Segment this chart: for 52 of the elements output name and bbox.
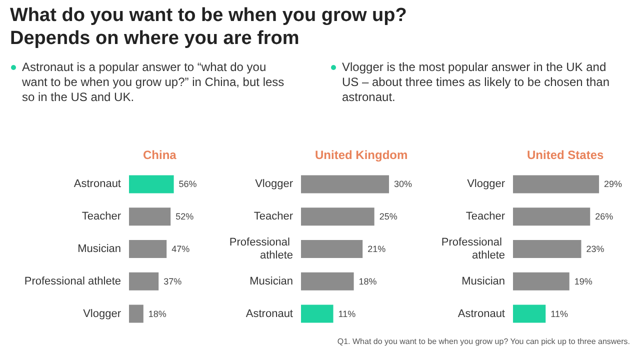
y-tick-label: Professional athlete — [229, 236, 293, 262]
bar — [301, 240, 363, 258]
data-label: 19% — [574, 276, 592, 286]
data-label: 30% — [394, 179, 412, 190]
chart-title: China — [143, 148, 177, 162]
bar — [129, 208, 171, 226]
y-tick-label: Astronaut — [458, 308, 505, 320]
bar — [301, 304, 334, 323]
y-tick-label: Astronaut — [246, 308, 293, 320]
data-label: 52% — [176, 212, 194, 222]
bar — [129, 304, 144, 323]
y-tick-label: Astronaut — [74, 178, 121, 190]
data-label: 11% — [550, 308, 568, 319]
y-tick-label: Vlogger — [467, 178, 506, 190]
data-label: 23% — [586, 244, 604, 254]
bar — [513, 175, 600, 194]
text: Vlogger is the most popular answer in the UK and US – about three times as likely to be chosen than astronaut. — [341, 60, 610, 105]
data-label: 29% — [604, 179, 622, 190]
bar — [513, 240, 582, 258]
data-label: 37% — [164, 276, 182, 286]
chart-title: United Kingdom — [315, 148, 408, 162]
data-label: 21% — [368, 244, 386, 254]
y-tick-label: Professional athlete — [24, 275, 121, 288]
data-label: 26% — [595, 212, 614, 222]
data-label: 56% — [178, 179, 197, 190]
data-label: 18% — [148, 308, 166, 319]
bar — [513, 272, 570, 290]
text: Q1. What do you want to be when you grow up? You can pick up to three answers. — [337, 337, 630, 346]
y-tick-label: Musician — [462, 275, 505, 288]
bar — [301, 175, 389, 194]
y-tick-label: Vlogger — [255, 178, 294, 190]
bar — [129, 175, 174, 194]
bar — [129, 240, 167, 258]
data-label: 25% — [379, 212, 398, 222]
bar — [301, 272, 354, 290]
data-label: 11% — [338, 308, 356, 319]
y-tick-label: Teacher — [82, 210, 122, 223]
chart-title: United States — [527, 148, 604, 162]
y-tick-label: Teacher — [466, 210, 506, 223]
bar — [301, 208, 374, 226]
y-tick-label: Vlogger — [83, 308, 122, 320]
bar — [513, 304, 546, 323]
data-label: 18% — [358, 276, 377, 286]
y-tick-label: Professional athlete — [441, 236, 505, 262]
y-tick-label: Teacher — [254, 210, 294, 223]
bar — [513, 208, 590, 226]
bar — [129, 272, 159, 290]
y-tick-label: Musician — [250, 275, 293, 288]
text: What do you want to be when you grow up? Depends on where you are from — [10, 4, 408, 50]
text: Astronaut is a popular answer to “what do you want to be when you grow up?” in China, but less so in the US and UK. — [21, 60, 286, 105]
data-label: 47% — [172, 244, 190, 254]
y-tick-label: Musician — [78, 243, 121, 255]
